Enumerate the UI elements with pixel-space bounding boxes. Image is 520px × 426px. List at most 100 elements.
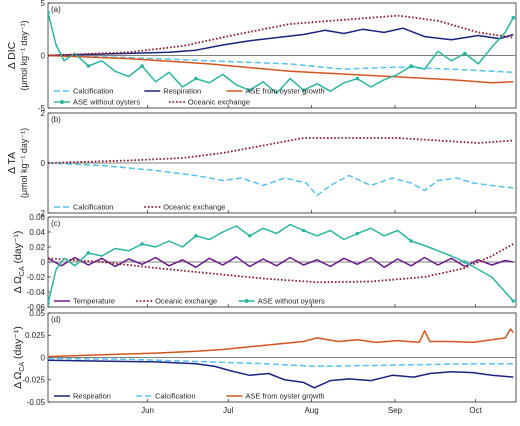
- series-group: [48, 137, 514, 197]
- y-tick-label: -0.05: [27, 398, 46, 407]
- y-tick-label: 0: [41, 258, 46, 267]
- y-tick-label: 2: [41, 109, 46, 118]
- legend-item: Calcification: [136, 392, 196, 401]
- y-tick-label: -0.06: [27, 303, 46, 312]
- panel-label: (c): [51, 219, 61, 228]
- series-marker: [409, 64, 413, 68]
- y-tick-label: 0.02: [29, 243, 45, 252]
- y-tick-label: 0: [41, 51, 46, 60]
- y-axis-units: (day⁻¹): [12, 326, 24, 362]
- legend-item: Oceanic exchange: [136, 297, 217, 306]
- legend-item: Oceanic exchange: [144, 203, 225, 212]
- legend-label: Oceanic exchange: [155, 297, 217, 306]
- panel-b: 2 0 -2 (b) Δ TA(μmol kg⁻¹ day⁻¹) Calcificatio…: [6, 109, 517, 218]
- y-axis-subscript: CA: [19, 266, 26, 276]
- legend-label: Oceanic exchange: [188, 98, 250, 107]
- legend-label: Respiration: [73, 392, 111, 401]
- series-marker: [463, 260, 467, 264]
- series-marker: [355, 231, 360, 236]
- series-marker: [48, 301, 50, 306]
- legend-label: ASE from oyster growth: [245, 392, 324, 401]
- y-axis-label: Δ ΩCA (day⁻¹): [12, 231, 26, 294]
- series-marker: [140, 242, 144, 246]
- series-marker: [463, 51, 467, 56]
- y-tick-label: 0: [41, 353, 46, 362]
- legend-label: Calcification: [73, 203, 113, 212]
- series-marker: [86, 251, 91, 255]
- panel-label: (d): [51, 315, 61, 324]
- series-marker: [355, 76, 360, 81]
- legend-marker: [244, 299, 249, 303]
- legend-label: ASE without oysters: [73, 98, 140, 107]
- x-tick-label: Jul: [223, 406, 233, 415]
- legend-label: Temperature: [73, 297, 115, 306]
- panel-d: 0.05 0.025 0 -0.025 -0.05 Jun Jul Aug Sep Oct (d) Δ…: [12, 309, 517, 415]
- series-marker: [301, 228, 306, 233]
- series-marker: [194, 76, 198, 81]
- series-calcification: [48, 162, 514, 197]
- legend-item: Calcification: [54, 203, 113, 212]
- legend-item: Calcification: [54, 87, 113, 96]
- y-axis-title: Δ TA: [6, 152, 18, 174]
- legend-item: Respiration: [144, 87, 201, 96]
- legend-item: Oceanic exchange: [168, 98, 250, 107]
- y-axis-units: (day⁻¹): [12, 231, 24, 267]
- legend-item: ASE from oyster growth: [226, 87, 325, 96]
- legend-item: ASE without oysters: [54, 98, 140, 107]
- legend-label: ASE without oysters: [258, 297, 325, 306]
- y-axis-label: Δ ΩCA (day⁻¹): [12, 326, 26, 389]
- legend-label: Oceanic exchange: [163, 203, 225, 212]
- legend-label: Respiration: [163, 87, 201, 96]
- legend-label: Calcification: [73, 87, 113, 96]
- y-axis-units: (μmol kg⁻¹ day⁻¹): [19, 20, 29, 90]
- series-group: [48, 10, 516, 95]
- x-tick-label: Sep: [388, 406, 403, 415]
- x-tick-label: Oct: [469, 406, 482, 415]
- panel-label: (a): [51, 5, 61, 14]
- series-oceanic: [48, 137, 514, 164]
- y-axis-units: (μmol kg⁻¹ day⁻¹): [19, 128, 29, 198]
- x-tick-label: Aug: [304, 406, 318, 415]
- series-temperature: [48, 256, 514, 269]
- series-marker: [511, 299, 516, 303]
- series-ase_oyster: [48, 54, 514, 84]
- y-axis-subscript: CA: [19, 362, 26, 372]
- series-respiration: [48, 359, 514, 389]
- series-marker: [86, 64, 91, 68]
- y-tick-label: -2: [38, 209, 46, 218]
- y-tick-label: -5: [38, 104, 46, 113]
- series-marker: [140, 64, 144, 68]
- y-tick-label: 0.025: [25, 331, 46, 340]
- y-tick-label: 0.04: [29, 228, 45, 237]
- y-tick-label: 0: [41, 159, 46, 168]
- series-ase_without: [48, 12, 514, 95]
- y-tick-label: 0.06: [29, 213, 45, 222]
- series-marker: [301, 88, 306, 92]
- series-marker: [247, 233, 252, 238]
- y-tick-label: 0.05: [29, 309, 45, 318]
- y-axis-label: Δ DIC(μmol kg⁻¹ day⁻¹): [6, 20, 29, 90]
- y-tick-label: -0.04: [27, 288, 46, 297]
- series-ase_without: [48, 223, 514, 304]
- panel-a: 5 0 -5 (a) Δ DIC(μmol kg⁻¹ day⁻¹) Calcificati…: [6, 0, 517, 113]
- series-marker: [511, 15, 516, 20]
- legend-item: Respiration: [54, 392, 111, 401]
- series-oceanic: [48, 14, 514, 57]
- legend-item: ASE without oysters: [238, 297, 325, 306]
- series-marker: [48, 10, 50, 15]
- legend-label: ASE from oyster growth: [245, 87, 324, 96]
- legend-item: ASE from oyster growth: [226, 392, 325, 401]
- series-ase_oyster: [48, 328, 514, 358]
- series-marker: [409, 239, 413, 243]
- series-group: [48, 223, 516, 306]
- series-calcification: [48, 357, 514, 368]
- series-respiration: [48, 27, 514, 57]
- panel-label: (b): [51, 115, 61, 124]
- y-tick-label: -0.025: [22, 376, 45, 385]
- y-tick-label: 5: [41, 0, 46, 8]
- y-axis-label: Δ TA(μmol kg⁻¹ day⁻¹): [6, 128, 29, 198]
- y-axis-title: Δ DIC: [6, 41, 18, 69]
- legend-item: Temperature: [54, 297, 115, 306]
- y-tick-label: -0.02: [27, 273, 46, 282]
